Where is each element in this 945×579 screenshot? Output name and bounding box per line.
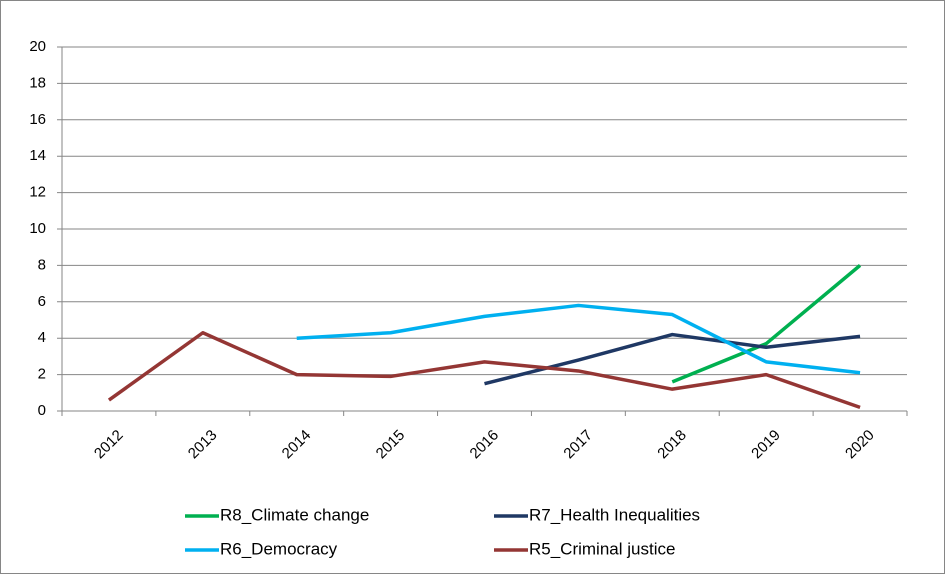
- y-tick-label: 4: [38, 329, 46, 346]
- series-line: [107, 330, 861, 410]
- y-tick-label: 8: [38, 256, 46, 273]
- y-tick-label: 18: [29, 74, 46, 91]
- y-tick-label: 6: [38, 293, 46, 310]
- legend-label: R8_Climate change: [220, 505, 369, 524]
- legend: R8_Climate change R7_Health Inequalities R…: [185, 505, 700, 558]
- y-tick-label: 20: [29, 38, 46, 55]
- series-line: [671, 264, 862, 384]
- y-tick-label: 0: [38, 402, 46, 419]
- legend-label: R6_Democracy: [220, 539, 338, 558]
- y-tick-label: 12: [29, 184, 46, 201]
- y-tick-label: 2: [38, 366, 46, 383]
- legend-label: R5_Criminal justice: [529, 539, 675, 558]
- y-tick-label: 16: [29, 111, 46, 128]
- y-tick-label: 14: [29, 147, 46, 164]
- series-line: [296, 303, 861, 375]
- legend-label: R7_Health Inequalities: [529, 505, 700, 524]
- y-tick-label: 10: [29, 220, 46, 237]
